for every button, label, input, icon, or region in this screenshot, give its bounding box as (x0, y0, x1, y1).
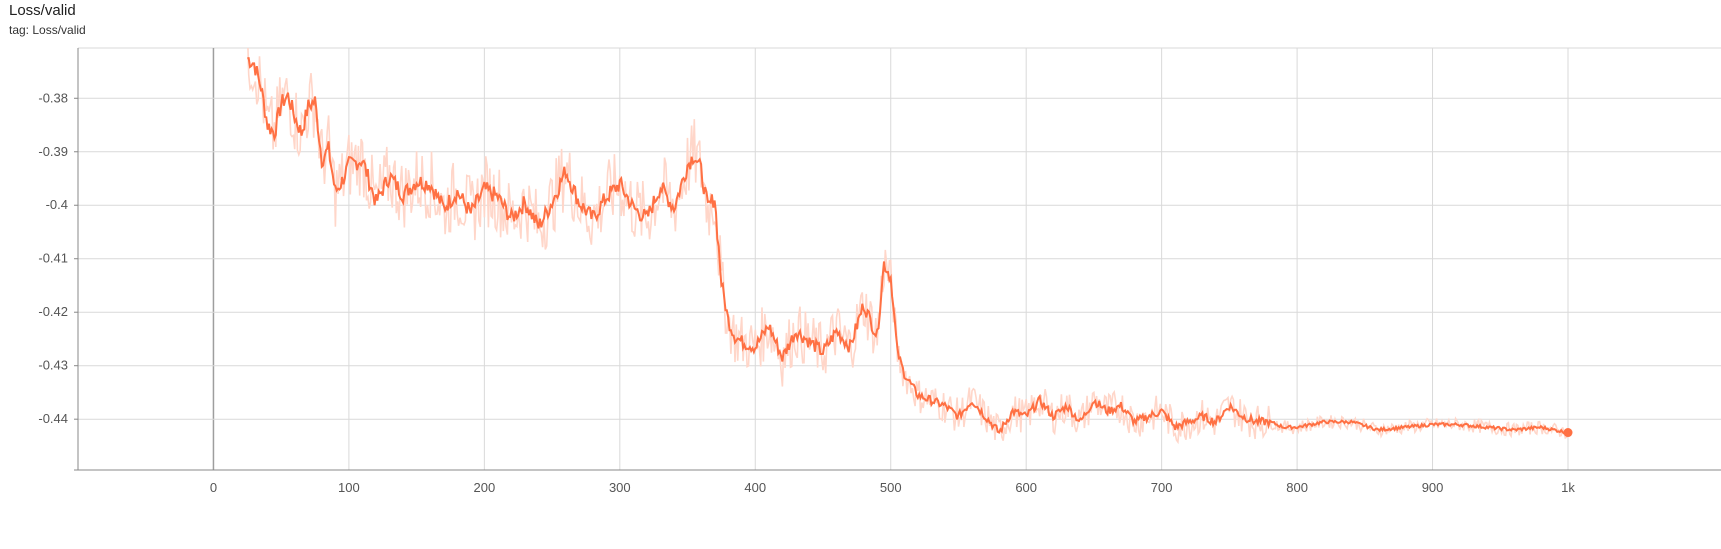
x-tick-label: 100 (338, 480, 360, 495)
x-tick-label: 600 (1015, 480, 1037, 495)
x-tick-label: 1k (1561, 480, 1575, 495)
chart-title: Loss/valid (9, 2, 76, 19)
y-tick-label: -0.39 (38, 144, 68, 159)
raw-series-layer (247, 48, 1569, 445)
smoothed-series-layer (247, 57, 1573, 438)
tick-labels: 0 100 200 300 400 500 600 700 800 900 1k -0.38 -0.39… (38, 90, 1575, 495)
x-tick-label: 200 (474, 480, 496, 495)
x-tick-label: 900 (1422, 480, 1444, 495)
series-end-point (1563, 428, 1573, 438)
y-tick-label: -0.44 (38, 411, 68, 426)
chart-tag: tag: Loss/valid (9, 23, 86, 37)
x-tick-label: 700 (1151, 480, 1173, 495)
x-tick-label: 500 (880, 480, 902, 495)
y-tick-label: -0.43 (38, 358, 68, 373)
y-tick-label: -0.38 (38, 90, 68, 105)
grid (78, 47, 1721, 470)
x-tick-label: 400 (744, 480, 766, 495)
x-tick-label: 800 (1286, 480, 1308, 495)
raw-series-line (247, 48, 1569, 445)
smoothed-series-line (247, 57, 1569, 435)
y-tick-label: -0.41 (38, 251, 68, 266)
y-tick-label: -0.4 (46, 197, 68, 212)
x-tick-label: 300 (609, 480, 631, 495)
y-tick-label: -0.42 (38, 304, 68, 319)
x-tick-label: 0 (210, 480, 217, 495)
axes (74, 48, 1721, 471)
